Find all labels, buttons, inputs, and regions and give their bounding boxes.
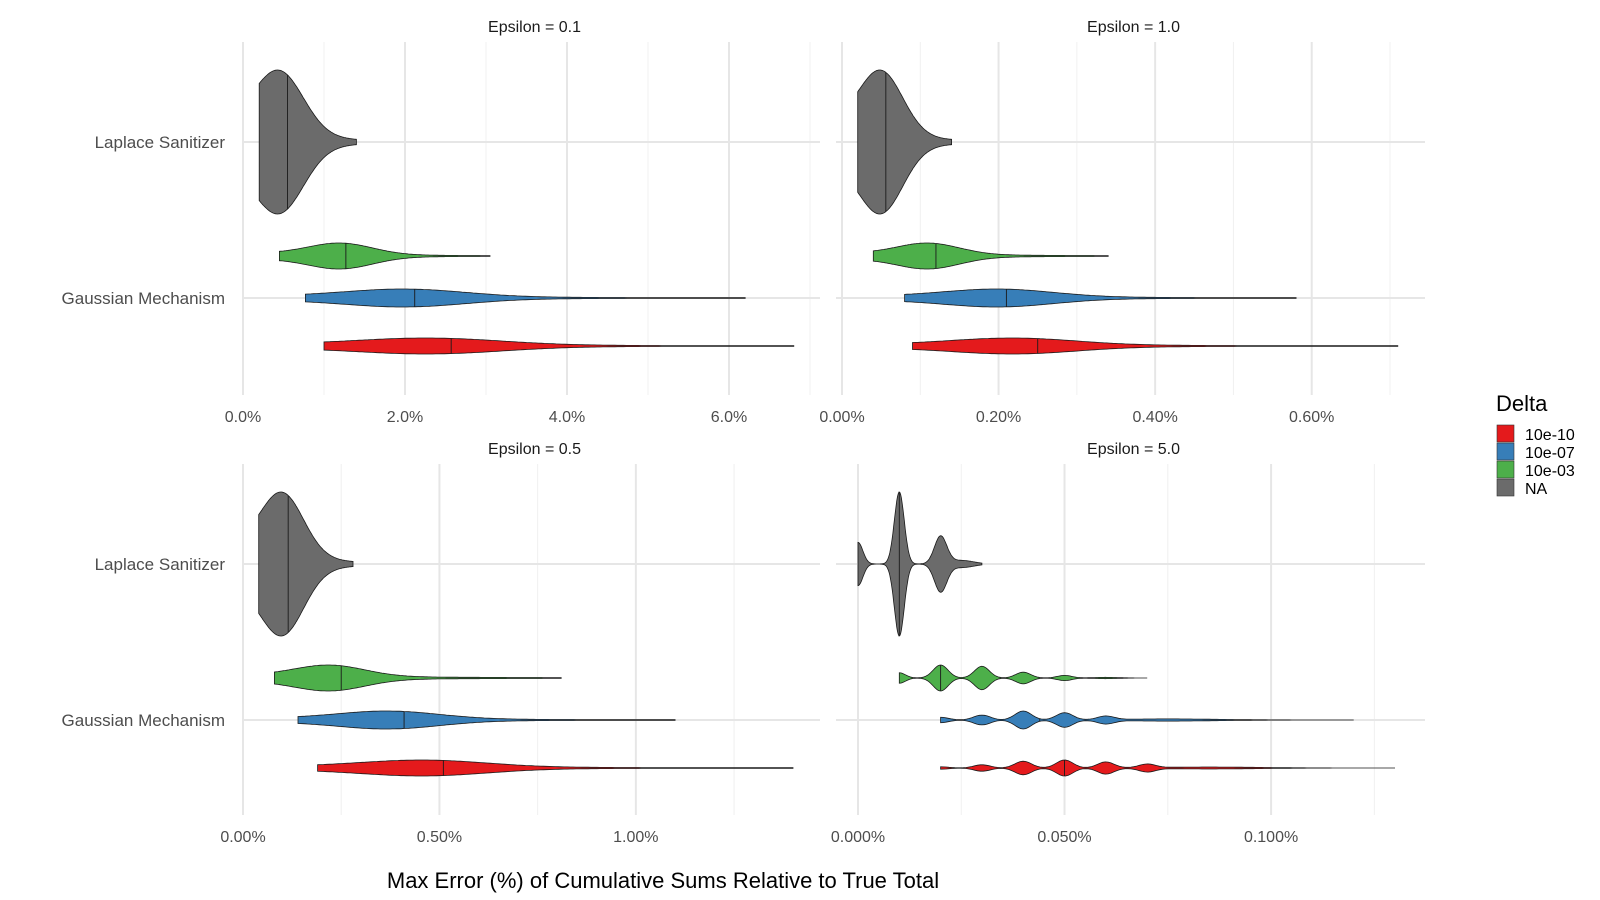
violin-gaussian-mechanism-10e-07 [297,710,676,730]
violin-gaussian-mechanism-10e-10 [323,337,795,355]
x-tick-label: 0.40% [1132,409,1177,426]
legend-item: 10e-03 [1496,460,1575,480]
facet-strip-label: Epsilon = 0.1 [488,19,581,36]
violin-gaussian-mechanism-10e-10 [940,759,1395,777]
y-tick-label: Gaussian Mechanism [62,711,225,730]
facet-strip-label: Epsilon = 5.0 [1087,441,1180,458]
legend-swatch [1496,424,1515,443]
legend-item: NA [1496,478,1548,498]
x-tick-label: 2.0% [387,409,423,426]
x-tick-label: 4.0% [549,409,585,426]
x-tick-label: 6.0% [711,409,747,426]
legend-label: 10e-07 [1525,445,1575,462]
violin-gaussian-mechanism-10e-10 [912,337,1399,355]
legend-item: 10e-07 [1496,442,1575,462]
violin-laplace-sanitizer-na [857,69,952,215]
legend-label: NA [1525,481,1548,498]
legend: Delta 10e-10 10e-07 10e-03 NA [1496,391,1575,498]
violin-gaussian-mechanism-10e-03 [274,664,562,692]
legend-label: 10e-03 [1525,463,1575,480]
x-tick-label: 0.100% [1244,829,1298,846]
legend-swatch [1496,460,1515,479]
x-tick-label: 0.050% [1037,829,1091,846]
violin-gaussian-mechanism-10e-03 [872,242,1109,270]
violin-gaussian-mechanism-10e-03 [898,664,1148,692]
violin-gaussian-mechanism-10e-07 [940,710,1354,730]
violin-gaussian-mechanism-10e-07 [904,288,1297,308]
legend-item: 10e-10 [1496,424,1575,444]
violin-gaussian-mechanism-10e-10 [317,759,794,777]
y-tick-label: Laplace Sanitizer [95,133,226,152]
x-axis-label: Max Error (%) of Cumulative Sums Relativ… [387,868,939,893]
facet-panel: Epsilon = 0.5 0.00% 0.50% 1.00% Laplace Sani… [62,441,820,846]
x-tick-label: 0.0% [225,409,261,426]
facet-panel: Epsilon = 5.0 0.000% 0.050% 0.100% [831,441,1425,846]
violin-gaussian-mechanism-10e-03 [279,242,491,270]
violin-laplace-sanitizer-na [857,491,983,637]
violin-laplace-sanitizer-na [258,491,354,637]
y-tick-label: Laplace Sanitizer [95,555,226,574]
facet-panel: Epsilon = 1.0 0.00% 0.20% 0.40% 0.60% [819,19,1425,426]
x-tick-label: 0.60% [1289,409,1334,426]
x-tick-label: 0.50% [417,829,462,846]
facet-strip-label: Epsilon = 1.0 [1087,19,1180,36]
y-tick-label: Gaussian Mechanism [62,289,225,308]
violin-gaussian-mechanism-10e-07 [305,288,746,308]
violin-laplace-sanitizer-na [258,69,357,215]
legend-title: Delta [1496,391,1548,416]
facet-panel: Epsilon = 0.1 0.0% 2.0% 4.0% 6.0% Laplace San… [62,19,820,426]
x-tick-label: 0.20% [976,409,1021,426]
facet-strip-label: Epsilon = 0.5 [488,441,581,458]
x-tick-label: 0.00% [220,829,265,846]
x-tick-label: 1.00% [613,829,658,846]
legend-label: 10e-10 [1525,427,1575,444]
x-tick-label: 0.00% [819,409,864,426]
legend-swatch [1496,442,1515,461]
legend-swatch [1496,478,1515,497]
x-tick-label: 0.000% [831,829,885,846]
